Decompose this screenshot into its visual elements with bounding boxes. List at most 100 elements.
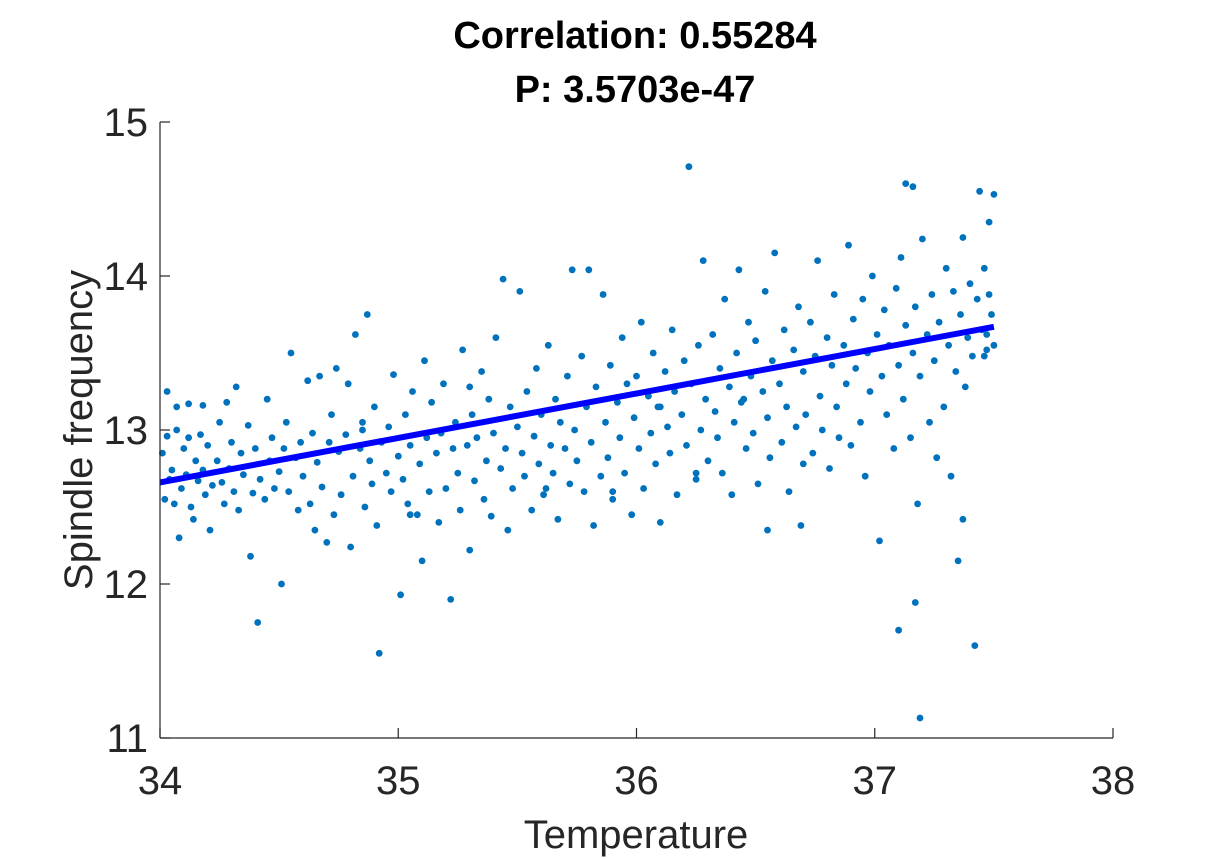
data-point <box>499 275 507 283</box>
data-point <box>313 458 321 466</box>
data-point <box>656 519 664 526</box>
data-point <box>883 411 891 418</box>
data-point <box>614 398 621 406</box>
data-point <box>416 460 424 468</box>
data-point <box>961 383 969 391</box>
data-point <box>935 318 943 326</box>
data-point <box>919 235 926 243</box>
y-axis-label: Spindle frequency <box>57 270 101 590</box>
data-point <box>668 326 676 334</box>
data-point <box>780 326 788 334</box>
data-point <box>759 388 767 395</box>
data-point <box>761 288 769 295</box>
data-point <box>866 388 874 395</box>
data-point <box>947 472 955 480</box>
fit-line-group <box>159 323 995 486</box>
data-point <box>768 357 776 365</box>
data-point <box>649 349 657 357</box>
data-point <box>161 495 169 503</box>
data-point <box>523 388 531 395</box>
data-point <box>382 469 390 477</box>
data-point <box>630 414 638 422</box>
x-axis-label: Temperature <box>524 813 749 857</box>
data-point <box>721 295 729 303</box>
data-point <box>456 506 464 514</box>
data-point <box>514 423 521 431</box>
data-point <box>528 506 536 514</box>
data-point <box>664 423 671 431</box>
data-point <box>399 475 407 483</box>
data-point <box>823 334 831 341</box>
data-point <box>442 485 450 492</box>
data-point <box>869 272 876 280</box>
data-point <box>895 626 902 634</box>
data-point <box>578 352 586 360</box>
data-point <box>235 506 243 514</box>
data-point <box>730 418 738 426</box>
data-point <box>792 423 800 431</box>
data-point <box>209 482 216 489</box>
data-point <box>178 485 185 492</box>
data-point <box>485 395 493 403</box>
data-point <box>945 341 952 349</box>
data-point <box>718 469 726 477</box>
data-point <box>971 642 979 649</box>
data-point <box>990 191 998 198</box>
data-point <box>895 361 902 369</box>
data-point <box>311 526 319 534</box>
data-point <box>697 426 705 434</box>
data-point <box>173 426 181 434</box>
data-point <box>275 468 283 475</box>
data-point <box>714 434 721 442</box>
data-point <box>592 383 600 391</box>
data-point <box>218 479 226 486</box>
data-point <box>371 403 378 411</box>
data-point <box>173 403 181 411</box>
data-point <box>671 388 678 395</box>
data-point <box>914 500 921 508</box>
data-point <box>599 291 607 298</box>
data-point <box>190 515 197 523</box>
data-point <box>647 429 655 437</box>
data-point <box>957 311 964 318</box>
data-point <box>709 331 717 338</box>
data-point <box>216 418 224 426</box>
data-point <box>483 457 490 465</box>
data-point <box>278 580 285 588</box>
data-point <box>916 714 924 722</box>
data-point <box>280 445 288 452</box>
data-point <box>309 429 316 437</box>
data-point <box>704 457 712 465</box>
data-point <box>328 411 335 418</box>
data-point <box>828 361 836 369</box>
data-point <box>656 403 664 411</box>
data-point <box>487 512 495 520</box>
data-point <box>325 438 333 446</box>
data-point <box>849 315 857 323</box>
data-point <box>950 288 957 295</box>
data-point <box>463 442 471 449</box>
data-point <box>661 368 669 375</box>
data-point <box>785 488 793 495</box>
data-point <box>480 495 488 503</box>
data-point <box>323 539 331 546</box>
data-point <box>911 599 919 606</box>
data-point <box>902 180 910 188</box>
data-point <box>297 438 304 446</box>
data-point <box>890 445 898 452</box>
data-point <box>228 438 235 446</box>
data-point <box>983 346 991 354</box>
data-point <box>502 445 509 452</box>
data-point <box>585 266 593 274</box>
data-point <box>473 434 481 442</box>
data-point <box>942 264 950 272</box>
data-point <box>223 398 231 406</box>
data-point <box>199 402 207 409</box>
data-point <box>454 469 462 477</box>
data-point <box>352 331 359 338</box>
data-point <box>192 457 200 465</box>
data-point <box>385 423 393 431</box>
data-point <box>940 403 948 411</box>
data-point <box>602 418 609 426</box>
